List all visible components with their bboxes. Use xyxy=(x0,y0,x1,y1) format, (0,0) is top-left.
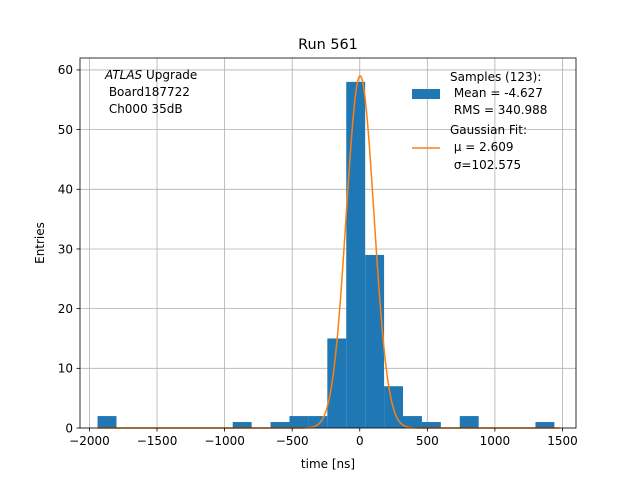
y-tick-label: 40 xyxy=(58,183,73,197)
histogram-bar xyxy=(421,422,441,428)
y-tick-label: 10 xyxy=(58,362,73,376)
x-tick-label: −1000 xyxy=(204,434,245,448)
x-tick-label: 1500 xyxy=(547,434,578,448)
x-axis-label: time [ns] xyxy=(301,457,355,471)
legend-fit-mu: μ = 2.609 xyxy=(450,140,514,154)
histogram-bar xyxy=(459,416,479,428)
legend-histogram-rms: RMS = 340.988 xyxy=(450,103,547,117)
x-tick-label: −1500 xyxy=(137,434,178,448)
histogram-bar xyxy=(270,422,290,428)
annotation-channel: Ch000 35dB xyxy=(105,102,183,116)
x-tick-label: −500 xyxy=(276,434,309,448)
histogram-bar xyxy=(308,416,328,428)
y-tick-label: 0 xyxy=(65,421,73,435)
annotation-upgrade: Upgrade xyxy=(142,68,197,82)
x-tick-label: 500 xyxy=(416,434,439,448)
y-axis-label: Entries xyxy=(33,222,47,264)
chart-title: Run 561 xyxy=(298,37,358,53)
x-axis-ticks: −2000 −1500 −1000 −500 0 500 1000 1500 xyxy=(69,428,578,448)
y-tick-label: 60 xyxy=(58,63,73,77)
histogram-bar xyxy=(346,81,366,428)
svg-text:ATLAS Upgrade: ATLAS Upgrade xyxy=(104,68,197,82)
histogram-bar xyxy=(232,422,252,428)
legend-histogram-mean: Mean = -4.627 xyxy=(450,86,543,100)
x-tick-label: 1000 xyxy=(480,434,511,448)
x-tick-label: −2000 xyxy=(69,434,110,448)
histogram-bar xyxy=(97,416,117,428)
annotation-atlas: ATLAS xyxy=(104,68,143,82)
annotation-text: ATLAS Upgrade Board187722 Ch000 35dB xyxy=(104,68,197,116)
histogram-bar xyxy=(289,416,309,428)
legend-histogram-patch xyxy=(412,89,440,99)
y-tick-label: 50 xyxy=(58,123,73,137)
annotation-board: Board187722 xyxy=(105,85,190,99)
legend-fit-sigma: σ=102.575 xyxy=(450,158,521,172)
legend-histogram-title: Samples (123): xyxy=(450,70,541,84)
plot-frame xyxy=(79,57,577,429)
y-axis-ticks: 0 10 20 30 40 50 60 xyxy=(58,63,80,435)
histogram-bar xyxy=(327,338,347,428)
legend-fit-title: Gaussian Fit: xyxy=(450,123,527,137)
x-tick-label: 0 xyxy=(356,434,364,448)
legend: Samples (123): Mean = -4.627 RMS = 340.9… xyxy=(412,70,547,172)
y-tick-label: 20 xyxy=(58,302,73,316)
y-tick-label: 30 xyxy=(58,242,73,256)
histogram-bar xyxy=(403,416,422,428)
histogram-bar xyxy=(535,422,555,428)
histogram-bar xyxy=(365,254,385,428)
